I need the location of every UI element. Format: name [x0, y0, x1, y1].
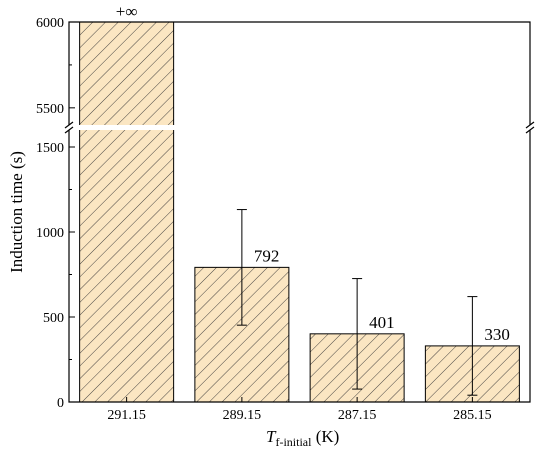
- axis-break-mark-upper-0: [64, 121, 74, 129]
- axis-break-mark-lower-1: [525, 126, 535, 134]
- y-tick-label-1500: 1500: [36, 141, 64, 156]
- x-tick-label-289.15: 289.15: [223, 408, 262, 423]
- y-tick-label-1000: 1000: [36, 226, 64, 241]
- data-label-287.15: 401: [369, 313, 395, 332]
- x-tick-label-285.15: 285.15: [453, 408, 492, 423]
- y-tick-label-0: 0: [57, 396, 64, 411]
- x-axis-title-symbol: T: [266, 427, 277, 446]
- y-tick-label-500: 500: [43, 311, 64, 326]
- y-tick-label-5500: 5500: [36, 102, 64, 117]
- x-tick-label-287.15: 287.15: [338, 408, 377, 423]
- bar-291.15: [79, 21, 175, 403]
- data-label-285.15: 330: [484, 325, 510, 344]
- data-label-291.15: +∞: [116, 2, 138, 21]
- data-label-289.15: 792: [254, 246, 280, 265]
- upper-panel-frame: [68, 21, 531, 125]
- axis-break-mark-lower-0: [64, 126, 74, 134]
- x-axis-title-subscript: f-initial: [275, 435, 312, 449]
- y-tick-label-6000: 6000: [36, 16, 64, 31]
- x-tick-label-291.15: 291.15: [107, 408, 146, 423]
- axis-break-mark-upper-1: [525, 121, 535, 129]
- y-axis-title: Induction time (s): [7, 151, 26, 273]
- axis-break-gap: [78, 125, 175, 130]
- x-axis-title-unit: (K): [311, 427, 339, 446]
- x-axis-title: Tf-initial (K): [266, 427, 339, 449]
- lower-panel-frame: [68, 130, 531, 403]
